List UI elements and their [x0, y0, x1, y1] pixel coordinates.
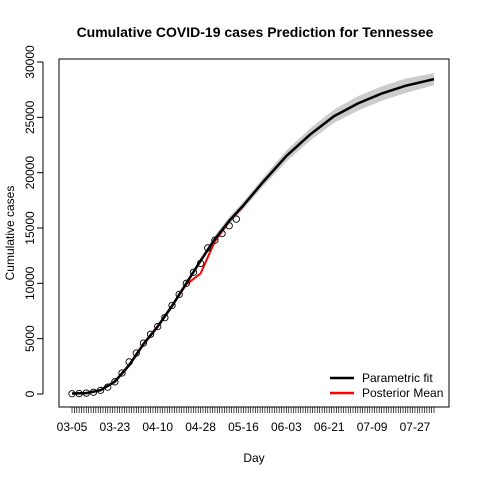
y-tick-label: 0 [23, 390, 37, 397]
confidence-band-layer [72, 73, 434, 394]
y-axis-label: Cumulative cases [3, 186, 17, 281]
data-point [104, 383, 112, 391]
x-tick-label: 03-23 [100, 420, 131, 434]
y-tick-label: 25000 [23, 100, 37, 134]
data-point [211, 236, 219, 244]
data-point [82, 389, 90, 397]
x-axis: 03-05 03-23 04-10 04-28 05-16 06-03 06-21 07-09… [57, 406, 435, 434]
data-point [218, 229, 226, 238]
legend-label: Parametric fit [362, 371, 433, 385]
data-point [89, 388, 98, 396]
data-point [189, 268, 198, 276]
data-point [75, 389, 83, 398]
x-tick-label: 06-03 [271, 420, 302, 434]
x-tick-label: 04-10 [142, 420, 173, 434]
y-tick-label: 30000 [23, 45, 37, 79]
data-point [111, 378, 119, 386]
data-point [139, 339, 148, 347]
data-point [161, 313, 169, 322]
chart-title: Cumulative COVID-19 cases Prediction for… [77, 24, 434, 40]
data-point [132, 349, 140, 357]
data-point [168, 301, 176, 310]
confidence-band [72, 73, 434, 394]
data-point [118, 369, 126, 377]
y-tick-label: 5000 [23, 325, 37, 352]
x-axis-label: Day [243, 451, 264, 465]
y-tick-label: 15000 [23, 211, 37, 245]
x-tick-label: 06-21 [314, 420, 345, 434]
data-point [96, 386, 105, 394]
x-tick-label: 05-16 [228, 420, 259, 434]
y-tick-label: 10000 [23, 266, 37, 300]
x-tick-label: 03-05 [57, 420, 88, 434]
x-tick-label: 07-27 [400, 420, 431, 434]
data-point [175, 290, 183, 299]
data-point [196, 259, 205, 268]
data-point [232, 215, 240, 223]
observed-points-layer [68, 215, 240, 398]
data-point [225, 222, 233, 230]
x-tick-label: 04-28 [185, 420, 216, 434]
y-tick-label: 20000 [23, 156, 37, 190]
y-axis: 0 5000 10000 15000 20000 25000 30000 [23, 45, 44, 397]
plot-area-frame [58, 58, 450, 408]
legend-label: Posterior Mean [362, 386, 443, 400]
data-point [154, 322, 162, 331]
series-lines-layer [71, 77, 435, 395]
data-point [125, 358, 133, 366]
data-point [204, 244, 212, 252]
x-tick-label: 07-09 [357, 420, 388, 434]
data-point [146, 330, 155, 338]
data-point [68, 390, 76, 398]
data-point [182, 279, 190, 287]
series-line-parametric-fit [71, 77, 435, 395]
